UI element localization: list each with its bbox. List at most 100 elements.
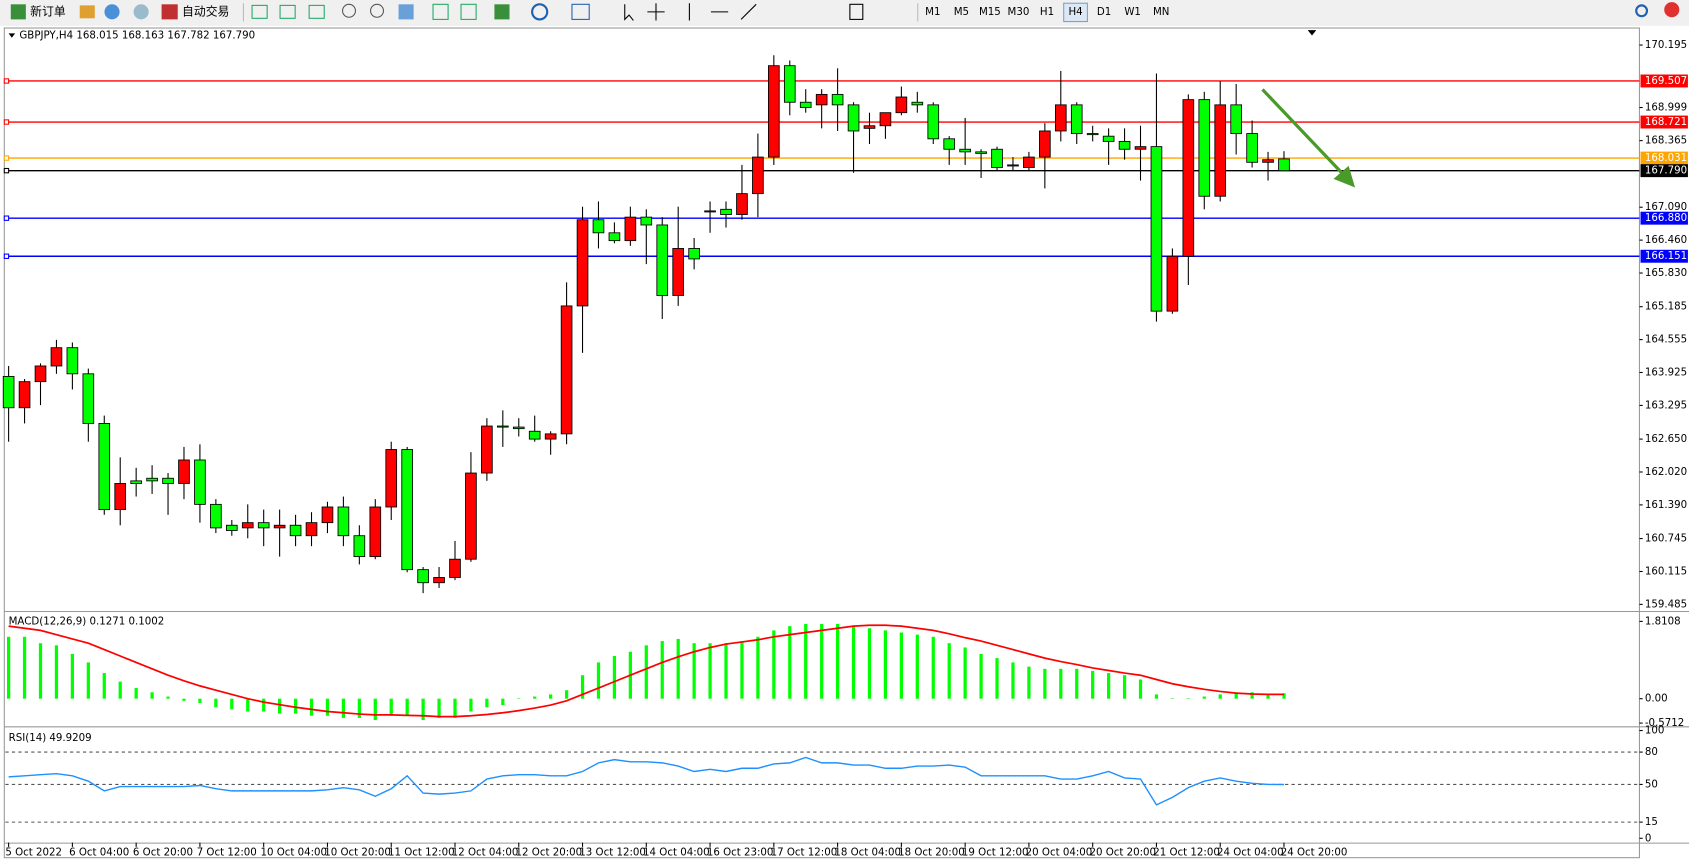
toolbar-icon[interactable]	[251, 4, 268, 19]
candle-body	[1182, 99, 1195, 257]
chart-title: GBPJPY,H4 168.015 168.163 167.782 167.79…	[19, 31, 255, 42]
auto-trading-icon[interactable]	[161, 4, 178, 20]
search[interactable]	[1635, 4, 1649, 18]
templates[interactable]	[571, 3, 590, 20]
x-tick-label: 19 Oct 12:00	[962, 847, 1029, 858]
y-tick-label: 159.485	[1645, 599, 1687, 610]
x-tick-label: 20 Oct 20:00	[1089, 847, 1156, 858]
candle-body	[688, 248, 700, 260]
zoom-out[interactable]	[370, 3, 385, 18]
y-tick-label: 163.925	[1645, 368, 1687, 379]
candle-body	[959, 148, 971, 153]
level-handle	[3, 253, 10, 259]
x-tick-label: 11 Oct 12:00	[388, 847, 455, 858]
candle-body	[210, 503, 222, 529]
x-tick-label: 5 Oct 2022	[5, 847, 62, 858]
candle-body	[863, 125, 876, 129]
rsi-line	[8, 756, 1284, 806]
y-tick-label: 100	[1645, 726, 1665, 737]
x-tick-label: 6 Oct 04:00	[69, 847, 129, 858]
candle-body	[50, 347, 63, 367]
x-tick-label: 18 Oct 04:00	[834, 847, 901, 858]
timeframe-button[interactable]: M1	[925, 7, 940, 18]
new-order-button[interactable]: 新订单	[30, 4, 66, 18]
x-tick-label: 24 Oct 20:00	[1281, 847, 1348, 858]
y-tick-label: 166.460	[1645, 235, 1687, 246]
candle-body	[544, 433, 557, 440]
indicators[interactable]	[494, 4, 510, 20]
candle-body	[289, 524, 302, 537]
candle-body	[257, 522, 270, 529]
arrow-head	[1333, 165, 1356, 188]
candle-body	[1070, 104, 1083, 135]
level-label-box	[1640, 211, 1688, 225]
candle-body	[1278, 158, 1290, 172]
y-tick-label: 165.830	[1645, 268, 1687, 279]
candle-body	[1246, 133, 1258, 163]
candle-body	[273, 524, 286, 529]
level-handle	[3, 215, 10, 221]
candle-body	[736, 193, 748, 215]
auto-trading-button[interactable]: 自动交易	[182, 4, 229, 18]
toolbar-icon[interactable]	[279, 4, 296, 19]
x-tick-label: 21 Oct 12:00	[1153, 847, 1220, 858]
toolbar-icon[interactable]	[133, 4, 149, 20]
timeframe-button[interactable]: M15	[979, 7, 1001, 18]
toolbar-icon[interactable]	[308, 4, 325, 19]
active-timeframe	[1063, 2, 1088, 23]
candle-body	[1198, 99, 1211, 197]
candle-body	[66, 347, 79, 375]
candle-body	[1118, 140, 1131, 150]
toolbar-icon[interactable]	[104, 4, 120, 20]
candle-body	[943, 138, 956, 150]
timeframe-button[interactable]: MN	[1153, 7, 1169, 18]
candle-body	[1086, 133, 1099, 136]
candle-body	[146, 477, 158, 482]
x-tick-label: 14 Oct 04:00	[643, 847, 710, 858]
cursor-tool[interactable]	[624, 4, 634, 21]
toolbar-icon[interactable]	[460, 3, 477, 20]
toolbar-icon[interactable]	[79, 5, 95, 19]
timeframe-button[interactable]: H4	[1068, 7, 1082, 18]
candle-body	[1023, 156, 1035, 168]
y-tick-label: 168.365	[1645, 136, 1687, 147]
timeframe-button[interactable]: M5	[954, 7, 969, 18]
notification-badge[interactable]	[1664, 2, 1680, 18]
label-tool[interactable]	[849, 3, 864, 20]
x-tick-label: 7 Oct 12:00	[197, 847, 257, 858]
level-label-box	[1640, 115, 1688, 129]
shift-marker	[1307, 30, 1317, 36]
crosshair-tool[interactable]	[647, 3, 665, 21]
timeframe-button[interactable]: W1	[1124, 7, 1141, 18]
y-tick-label: 168.999	[1645, 103, 1687, 114]
symbol-marker	[8, 33, 16, 38]
x-tick-label: 6 Oct 20:00	[133, 847, 193, 858]
zoom-in[interactable]	[342, 3, 357, 18]
candle-body	[1102, 135, 1115, 142]
candle-body	[401, 449, 413, 571]
tile-windows[interactable]	[398, 4, 414, 20]
toolbar-buttons: 新订单 自动交易 M1 M5 M15 M30 H1 H4 D1 W1 MN	[10, 2, 1680, 23]
signal-line	[8, 624, 1284, 718]
candle-body	[305, 522, 318, 537]
toolbar	[0, 0, 1689, 26]
candle-body	[353, 535, 366, 558]
timeframe-button[interactable]: D1	[1097, 7, 1111, 18]
x-tick-label: 18 Oct 20:00	[898, 847, 965, 858]
new-order-icon[interactable]	[10, 4, 26, 20]
line-tools[interactable]	[688, 3, 757, 21]
periods[interactable]	[531, 3, 549, 21]
level-label: 166.151	[1645, 251, 1687, 262]
candle-body	[1230, 104, 1242, 135]
candle-body	[2, 375, 15, 409]
level-label: 167.790	[1645, 166, 1687, 177]
candle-body	[927, 104, 940, 140]
candle-body	[560, 305, 573, 435]
timeframe-button[interactable]: M30	[1008, 7, 1030, 18]
candle-body	[704, 210, 716, 213]
candle-body	[672, 248, 685, 296]
level-label-box	[1640, 249, 1688, 263]
timeframe-button[interactable]: H1	[1040, 7, 1054, 18]
toolbar-icon[interactable]	[432, 3, 449, 20]
x-tick-label: 24 Oct 04:00	[1217, 847, 1284, 858]
